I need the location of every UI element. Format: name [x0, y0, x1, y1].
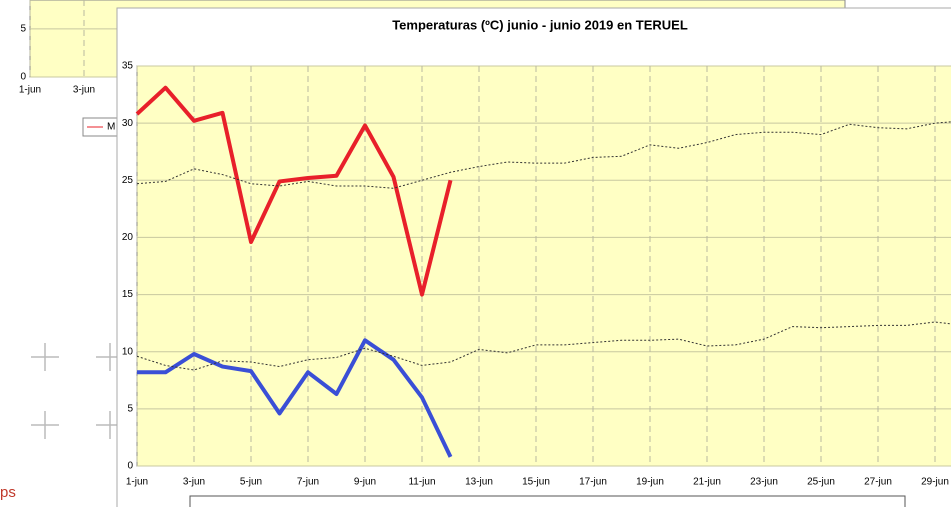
x-tick-label: 3-jun	[183, 477, 205, 488]
average-line	[136, 321, 951, 371]
x-tick-label: 1-jun	[126, 477, 148, 488]
main-chart: Temperaturas (ºC) junio - junio 2019 en …	[116, 7, 951, 507]
x-tick-label: 19-jun	[636, 477, 664, 488]
legend-box	[189, 495, 906, 507]
x-tick-label: 13-jun	[465, 477, 493, 488]
crosses	[31, 343, 124, 439]
y-tick-label: 5	[20, 24, 26, 35]
x-tick-label: 1-jun	[19, 85, 41, 96]
x-tick-label: 7-jun	[297, 477, 319, 488]
x-tick-label: 17-jun	[579, 477, 607, 488]
plot-area	[136, 65, 951, 467]
x-tick-label: 25-jun	[807, 477, 835, 488]
y-tick-label: 0	[20, 72, 26, 83]
x-tick-label: 23-jun	[750, 477, 778, 488]
temperature-line	[137, 338, 453, 458]
x-tick-label: 9-jun	[354, 477, 376, 488]
x-tick-label: 21-jun	[693, 477, 721, 488]
y-tick-label: 25	[122, 175, 134, 186]
cross-icons	[31, 343, 124, 439]
y-tick-label: 5	[127, 403, 133, 414]
y-tick-label: 15	[122, 289, 134, 300]
y-tick-label: 0	[127, 461, 133, 472]
y-tick-label: 20	[122, 232, 134, 243]
temperature-line	[135, 85, 453, 297]
x-tick-label: 15-jun	[522, 477, 550, 488]
x-tick-label: 27-jun	[864, 477, 892, 488]
x-tick-label: 5-jun	[240, 477, 262, 488]
bg-legend-text: M	[107, 122, 115, 133]
x-tick-label: 29-jun	[921, 477, 949, 488]
y-tick-label: 10	[122, 346, 134, 357]
y-tick-label: 35	[122, 61, 134, 72]
fragment-text: ps	[0, 484, 16, 501]
chart-title: Temperaturas (ºC) junio - junio 2019 en …	[392, 17, 688, 32]
x-tick-label: 11-jun	[408, 477, 435, 488]
x-tick-label: 3-jun	[73, 85, 95, 96]
y-tick-label: 30	[122, 118, 134, 129]
